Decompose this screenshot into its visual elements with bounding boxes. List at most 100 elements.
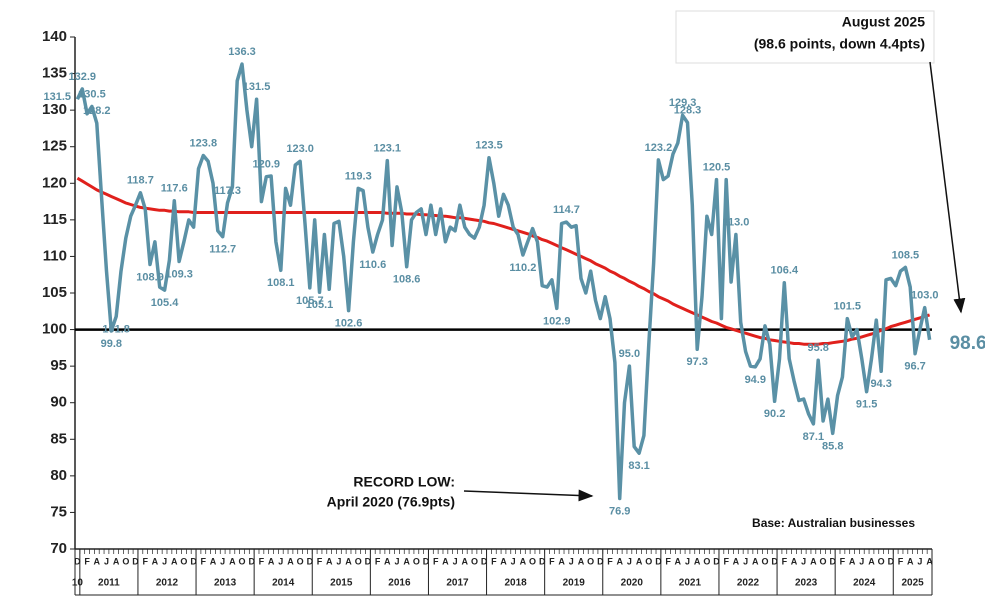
- arrow: [463, 489, 594, 502]
- x-tick-label: F: [607, 556, 613, 566]
- x-tick-label: A: [520, 556, 527, 566]
- value-label: 130.5: [78, 88, 106, 100]
- x-tick-label: F: [142, 556, 148, 566]
- x-group-label: 2011: [98, 578, 120, 589]
- y-tick-label: 135: [42, 65, 67, 82]
- value-label: 103.0: [911, 290, 939, 302]
- x-tick-label: O: [820, 556, 827, 566]
- x-tick-label: J: [569, 556, 574, 566]
- x-tick-label: A: [94, 556, 101, 566]
- value-label: 123.2: [645, 142, 673, 154]
- x-tick-label: O: [355, 556, 362, 566]
- x-tick-label: J: [859, 556, 864, 566]
- value-label: 83.1: [628, 460, 649, 472]
- value-label: 110.6: [359, 259, 386, 271]
- trend-line: [76, 176, 931, 346]
- x-tick-label: F: [723, 556, 729, 566]
- x-tick-label: J: [627, 556, 632, 566]
- x-tick-label: A: [907, 556, 914, 566]
- value-label: 123.1: [374, 143, 402, 155]
- x-tick-label: A: [578, 556, 585, 566]
- x-tick-label: A: [210, 556, 217, 566]
- x-tick-label: J: [511, 556, 516, 566]
- x-tick-label: F: [84, 556, 90, 566]
- x-group-label: 2012: [156, 578, 179, 589]
- value-label: 132.9: [68, 71, 96, 83]
- x-tick-label: J: [917, 556, 922, 566]
- x-tick-label: O: [703, 556, 710, 566]
- value-label: 108.9: [136, 271, 164, 283]
- x-tick-label: A: [403, 556, 410, 566]
- x-tick-label: F: [549, 556, 555, 566]
- x-tick-label: F: [259, 556, 265, 566]
- y-tick-label: 100: [42, 321, 67, 338]
- x-tick-label: A: [113, 556, 120, 566]
- x-tick-label: O: [471, 556, 478, 566]
- x-tick-label: A: [616, 556, 623, 566]
- value-label: 108.6: [393, 274, 421, 286]
- x-tick-label: D: [74, 556, 81, 566]
- x-group-label: 2018: [504, 578, 527, 589]
- x-tick-label: J: [278, 556, 283, 566]
- x-tick-label: A: [229, 556, 236, 566]
- x-tick-label: F: [665, 556, 671, 566]
- x-group-label: 2013: [214, 578, 237, 589]
- value-label: 119.3: [345, 170, 372, 182]
- value-label: 96.7: [904, 361, 925, 373]
- value-label: 117.6: [161, 183, 188, 195]
- value-label: 95.8: [808, 342, 829, 354]
- value-label: 109.3: [165, 268, 193, 280]
- y-tick-label: 125: [42, 138, 67, 155]
- value-label: 94.3: [870, 378, 891, 390]
- x-tick-label: A: [868, 556, 875, 566]
- value-label: 105.7: [296, 295, 324, 307]
- x-tick-label: D: [248, 556, 255, 566]
- data-line: [75, 62, 932, 501]
- value-label: 101.5: [834, 301, 862, 313]
- y-tick-label: 90: [50, 394, 67, 411]
- x-tick-label: A: [849, 556, 856, 566]
- arrow: [929, 61, 966, 314]
- value-label: 90.2: [764, 408, 785, 420]
- x-tick-label: D: [365, 556, 372, 566]
- x-tick-label: J: [743, 556, 748, 566]
- value-label: 101.8: [102, 323, 130, 335]
- x-tick-label: J: [162, 556, 167, 566]
- x-tick-label: A: [733, 556, 740, 566]
- base-note: Base: Australian businesses: [752, 516, 915, 530]
- value-label: 131.5: [243, 81, 271, 93]
- value-label: 110.2: [509, 262, 536, 274]
- x-group-label: 2025: [902, 578, 925, 589]
- x-tick-label: O: [122, 556, 129, 566]
- x-tick-label: A: [694, 556, 701, 566]
- x-tick-label: A: [171, 556, 178, 566]
- x-tick-label: D: [423, 556, 430, 566]
- x-tick-label: O: [878, 556, 885, 566]
- x-tick-label: D: [190, 556, 197, 566]
- x-tick-label: J: [220, 556, 225, 566]
- x-tick-label: A: [326, 556, 333, 566]
- value-label: 120.5: [703, 162, 731, 174]
- value-label: 98.6: [950, 333, 985, 354]
- x-tick-label: A: [636, 556, 643, 566]
- x-tick-label: F: [201, 556, 207, 566]
- x-tick-label: D: [888, 556, 895, 566]
- value-label: 91.5: [856, 399, 877, 411]
- x-tick-label: O: [761, 556, 768, 566]
- x-group-label: 2020: [621, 578, 644, 589]
- value-label: 85.8: [822, 440, 843, 452]
- x-tick-label: F: [491, 556, 497, 566]
- x-tick-label: D: [597, 556, 604, 566]
- x-group-label: 2017: [446, 578, 469, 589]
- x-tick-label: F: [898, 556, 904, 566]
- annotation-box: [675, 10, 935, 64]
- x-group-label: 2021: [679, 578, 702, 589]
- x-tick-label: A: [675, 556, 682, 566]
- value-label: 105.4: [151, 297, 179, 309]
- x-tick-label: O: [297, 556, 304, 566]
- y-tick-label: 120: [42, 174, 67, 191]
- value-label: 106.4: [771, 265, 799, 277]
- x-tick-label: O: [239, 556, 246, 566]
- x-tick-label: J: [801, 556, 806, 566]
- y-tick-label: 140: [42, 28, 67, 45]
